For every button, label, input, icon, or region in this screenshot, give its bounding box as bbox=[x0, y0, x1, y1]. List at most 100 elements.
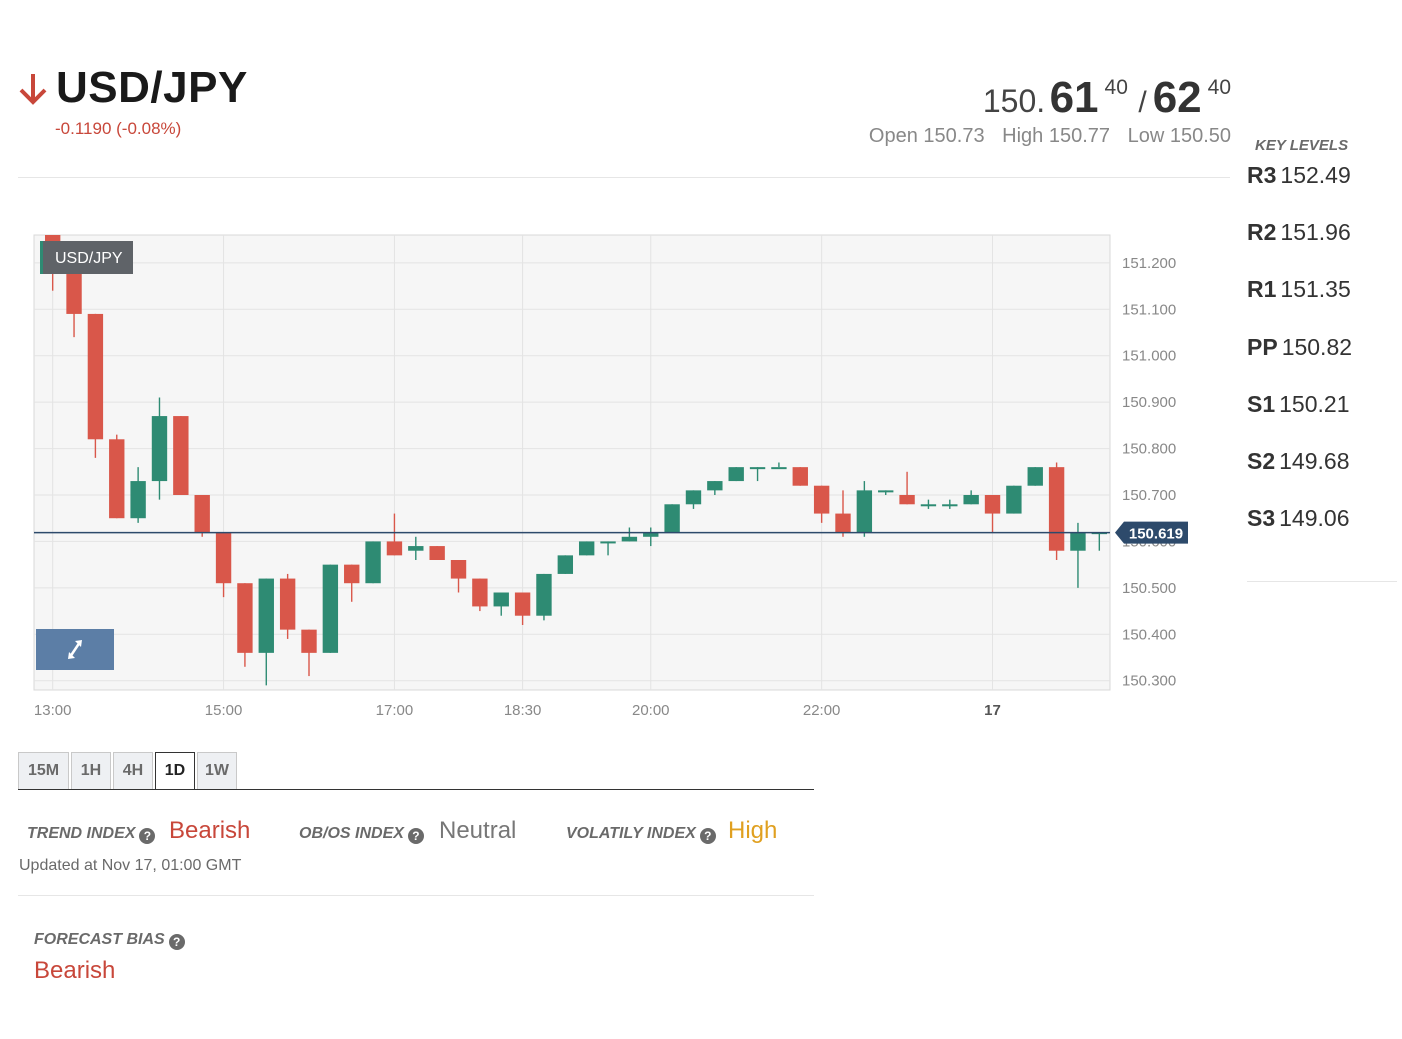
candle-body bbox=[493, 592, 509, 607]
bid-pip: 40 bbox=[1104, 76, 1128, 99]
candle-body bbox=[322, 564, 339, 653]
candle-body bbox=[899, 495, 915, 505]
key-level-s2: S2 149.68 bbox=[1247, 444, 1397, 501]
candle-body bbox=[749, 467, 766, 470]
y-tick-label: 150.900 bbox=[1122, 394, 1176, 411]
key-level-r2: R2 151.96 bbox=[1247, 215, 1397, 272]
plot-background bbox=[33, 234, 1111, 691]
candle-body bbox=[813, 485, 830, 514]
tab-1w[interactable]: 1W bbox=[197, 752, 237, 789]
candle-body bbox=[215, 532, 232, 584]
key-level-r1: R1 151.35 bbox=[1247, 272, 1397, 329]
key-level-value: 152.49 bbox=[1280, 162, 1351, 188]
x-tick-label: 17:00 bbox=[376, 702, 414, 719]
chart-symbol-label: USD/JPY bbox=[55, 250, 123, 267]
obos-index-label: OB/OS INDEX? bbox=[299, 825, 424, 844]
candle-body bbox=[344, 564, 360, 584]
key-levels-title: KEY LEVELS bbox=[1255, 137, 1349, 154]
x-tick-label: 18:30 bbox=[504, 702, 542, 719]
candle-body bbox=[450, 560, 467, 579]
help-icon[interactable]: ? bbox=[407, 828, 424, 844]
candle-body bbox=[942, 504, 958, 507]
candle-body bbox=[173, 416, 189, 495]
trend-index-label: TREND INDEX? bbox=[27, 825, 156, 844]
y-tick-label: 151.100 bbox=[1122, 301, 1176, 318]
key-level-value: 149.06 bbox=[1279, 505, 1350, 532]
key-levels-divider bbox=[1247, 581, 1397, 582]
chart-symbol-badge bbox=[40, 241, 133, 274]
updated-timestamp: Updated at Nov 17, 01:00 GMT bbox=[19, 857, 242, 874]
x-tick-label: 22:00 bbox=[803, 702, 841, 719]
candle-body bbox=[643, 532, 659, 537]
key-level-name: S1 bbox=[1247, 390, 1276, 417]
key-level-value: 150.21 bbox=[1279, 390, 1350, 417]
volatility-index-label: VOLATILY INDEX? bbox=[566, 825, 716, 844]
volatility-index-text: VOLATILY INDEX bbox=[566, 825, 696, 842]
help-icon[interactable]: ? bbox=[139, 828, 156, 844]
arrow-down-icon bbox=[19, 74, 47, 105]
timeframe-tabs: 15M 1H 4H 1D 1W bbox=[18, 752, 239, 790]
x-tick-label: 17 bbox=[984, 702, 1001, 719]
low-stat: Low 150.50 bbox=[1127, 125, 1231, 147]
open-stat: Open 150.73 bbox=[868, 125, 985, 147]
key-level-value: 151.96 bbox=[1280, 219, 1351, 246]
candlestick-chart[interactable]: 151.200 151.100 151.000 150.900 150.800 150.7… bbox=[18, 225, 1218, 725]
y-tick-label: 150.800 bbox=[1122, 441, 1176, 458]
candle-body bbox=[707, 481, 723, 491]
candle-body bbox=[301, 629, 317, 653]
key-level-name: PP bbox=[1247, 333, 1278, 360]
obos-index-value: Neutral bbox=[439, 817, 517, 844]
candle-body bbox=[429, 546, 445, 560]
x-tick-label: 13:00 bbox=[34, 702, 72, 719]
candle-body bbox=[984, 495, 1001, 514]
expand-icon bbox=[68, 640, 82, 659]
candle-body bbox=[963, 495, 979, 505]
key-level-name: R2 bbox=[1247, 219, 1277, 246]
ask-price: 62 bbox=[1152, 73, 1202, 122]
candle-body bbox=[237, 583, 253, 653]
tabs-underline bbox=[18, 789, 814, 790]
price-chart[interactable]: 151.200 151.100 151.000 150.900 150.800 150.7… bbox=[18, 225, 1218, 725]
chart-symbol-accent bbox=[40, 241, 43, 274]
x-tick-label: 15:00 bbox=[205, 702, 243, 719]
y-tick-label: 150.400 bbox=[1122, 626, 1176, 643]
candle-body bbox=[578, 541, 595, 556]
indices-divider bbox=[18, 895, 814, 896]
candle-body bbox=[386, 541, 403, 556]
candle-body bbox=[920, 504, 937, 507]
tab-1d[interactable]: 1D bbox=[155, 752, 195, 790]
candle-body bbox=[365, 541, 381, 584]
ohl-stats: Open 150.73 High 150.77 Low 150.50 bbox=[857, 125, 1231, 148]
key-level-value: 151.35 bbox=[1280, 276, 1351, 303]
help-icon[interactable]: ? bbox=[168, 934, 185, 950]
candle-body bbox=[621, 536, 638, 542]
expand-chart-button[interactable] bbox=[36, 629, 114, 670]
pair-title: USD/JPY bbox=[56, 63, 248, 112]
tab-15m[interactable]: 15M bbox=[18, 752, 69, 789]
candle-body bbox=[472, 578, 488, 607]
current-price-label: 150.619 bbox=[1129, 526, 1183, 543]
candle-body bbox=[1070, 532, 1086, 551]
high-stat: High 150.77 bbox=[1002, 125, 1111, 147]
forecast-bias-text: FORECAST BIAS bbox=[34, 931, 165, 948]
candle-body bbox=[664, 504, 680, 533]
candle-body bbox=[151, 416, 168, 482]
candle-body bbox=[856, 490, 873, 533]
candle-body bbox=[109, 439, 125, 519]
bid-price: 61 bbox=[1049, 73, 1099, 122]
key-level-s3: S3 149.06 bbox=[1247, 501, 1397, 558]
tab-4h[interactable]: 4H bbox=[113, 752, 153, 789]
candle-body bbox=[279, 578, 296, 630]
candle-body bbox=[728, 467, 744, 482]
y-tick-label: 150.700 bbox=[1122, 487, 1176, 504]
candle-body bbox=[600, 541, 616, 544]
candle-body bbox=[514, 592, 531, 616]
candle-body bbox=[258, 578, 274, 653]
help-icon[interactable]: ? bbox=[699, 828, 716, 844]
candle-body bbox=[771, 467, 787, 470]
header-divider bbox=[18, 177, 1230, 178]
candle-body bbox=[835, 513, 851, 533]
forecast-bias-value: Bearish bbox=[34, 957, 116, 984]
tab-1h[interactable]: 1H bbox=[71, 752, 111, 789]
candle-body bbox=[1027, 467, 1043, 486]
